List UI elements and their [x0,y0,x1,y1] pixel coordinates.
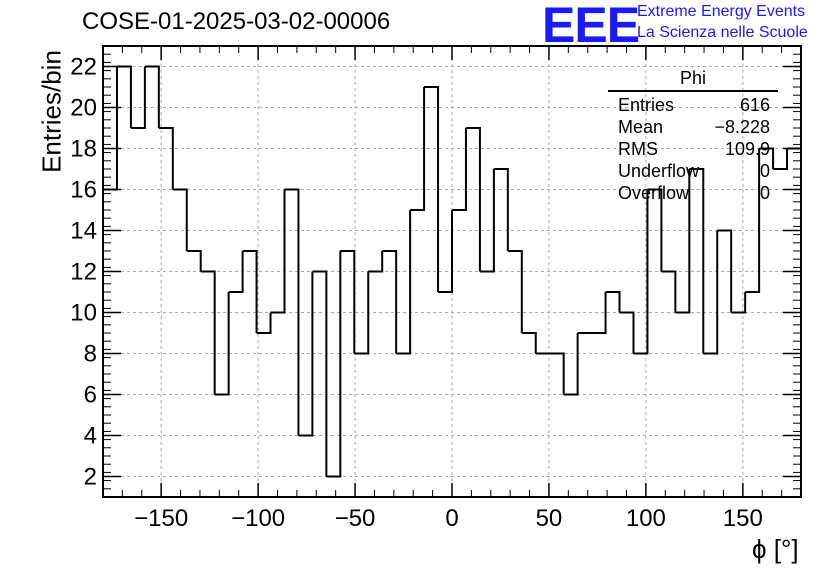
stats-label: RMS [618,139,658,159]
stats-row-rms: RMS 109.9 [608,138,778,160]
stats-label: Overflow [618,183,690,203]
histogram-bin [298,271,314,437]
histogram-bin [549,352,565,395]
histogram-bin [507,250,523,333]
stats-box: Phi Entries 616 Mean −8.228 RMS 109.9 Un… [608,68,778,204]
histogram-bin [368,251,384,273]
x-tick-label: −50 [335,505,376,532]
histogram-bin [493,168,509,251]
x-tick-label: 100 [626,505,666,532]
histogram-bin [521,332,537,354]
histogram-bin [284,188,300,436]
histogram-bin [340,250,356,354]
histogram-bin [465,127,481,272]
eee-logo: EEE [542,0,640,53]
y-tick-label: 4 [84,423,97,450]
histogram-bin [214,292,230,396]
histogram-bin [438,210,453,293]
histogram-bin [172,188,188,251]
histogram-bin [186,250,202,272]
histogram-bin [144,65,160,128]
histogram-bin [661,270,677,313]
histogram-bin [354,271,370,355]
stats-row-mean: Mean −8.228 [608,116,778,138]
x-axis-label: ϕ [°] [752,534,799,564]
stats-row-overflow: Overflow 0 [608,182,778,204]
histogram-bin [116,65,132,128]
histogram-bin [312,270,328,477]
stats-row-entries: Entries 616 [608,94,778,116]
histogram-bin [452,128,467,211]
stats-value: 0 [759,161,770,181]
x-tick-label: 0 [445,505,458,532]
histogram-bin [731,292,747,314]
histogram-bin [130,66,146,129]
y-tick-label: 10 [70,300,97,327]
x-tick-label: 150 [723,505,763,532]
histogram-bin [773,148,789,170]
stats-value: 109.9 [724,139,770,159]
x-tick-label: −150 [134,505,188,532]
histogram-bin [745,148,761,293]
histogram-bin [563,333,579,396]
axis-tick-labels: −150 −100 −50 0 50 100 150 2 4 6 8 10 12 14 16 18 20 22 [70,54,763,533]
histogram-bin [591,292,607,334]
histogram-bin [689,168,705,354]
x-tick-label: 50 [536,505,563,532]
histogram-bin [605,291,621,313]
histogram-bin [158,127,174,190]
stats-value: 0 [759,183,770,203]
y-tick-label: 18 [70,136,97,163]
stats-label: Mean [618,117,664,137]
histogram-bin [633,189,649,355]
stats-row-underflow: Underflow 0 [608,160,778,182]
logo-tagline-2: La Scienza nelle Scuole [637,24,808,41]
chart-title: COSE-01-2025-03-02-00006 [82,8,391,35]
stats-value: −8.228 [714,117,770,137]
axis-ticks [103,45,801,498]
stats-label: Underflow [618,161,700,181]
histogram-bin [759,147,775,169]
y-tick-label: 8 [84,341,97,368]
histogram-bin [270,189,286,314]
logo-tagline-1: Extreme Energy Events [637,3,806,20]
histogram-bin [424,86,440,292]
histogram-bin [256,312,272,334]
y-tick-label: 20 [70,95,97,122]
y-axis-label: Entries/bin [36,50,67,173]
histogram-bin [619,311,635,354]
histogram-bin [647,188,663,272]
histogram-bin [717,229,733,313]
x-tick-label: −100 [231,505,285,532]
stats-title: Phi [608,68,778,92]
y-tick-label: 16 [70,177,97,204]
histogram-bin [703,230,719,355]
histogram-bin [228,251,244,293]
y-tick-label: 2 [84,464,97,491]
histogram-bars [103,65,801,478]
histogram-bin [479,169,495,273]
histogram-bin [396,210,412,355]
histogram-bin [410,87,426,211]
stats-value: 616 [739,95,770,115]
histogram-bin [675,169,691,314]
histogram-bin [326,251,342,478]
histogram-bin [382,250,398,354]
y-tick-label: 12 [70,259,97,286]
histogram-bin [242,250,258,333]
y-tick-label: 14 [70,218,97,245]
histogram-bin [200,270,216,395]
y-tick-label: 22 [70,54,97,81]
stats-label: Entries [618,95,675,115]
y-tick-label: 6 [84,382,97,409]
